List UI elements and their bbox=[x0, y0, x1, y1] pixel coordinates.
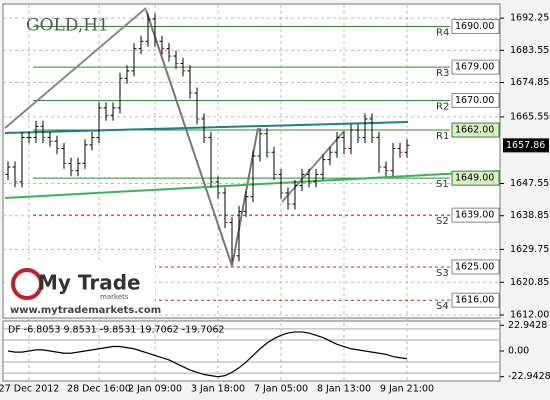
level-box bbox=[451, 259, 500, 275]
level-box bbox=[451, 92, 500, 108]
y-tick-label: 1647.55 bbox=[510, 178, 549, 189]
logo-sub: markets bbox=[100, 293, 129, 301]
level-label: 1625.00 bbox=[455, 261, 494, 272]
indicator-line bbox=[7, 331, 408, 378]
level-name: R2 bbox=[436, 101, 449, 112]
level-name: S2 bbox=[436, 216, 449, 227]
y-tick-label: 1683.55 bbox=[510, 45, 549, 56]
x-tick-label: 3 Jan 18:00 bbox=[191, 384, 245, 395]
level-label: 1639.00 bbox=[455, 210, 494, 221]
x-tick-label: 2 Jan 09:00 bbox=[128, 384, 182, 395]
level-name: S4 bbox=[436, 301, 449, 312]
x-tick-label: 7 Jan 05:00 bbox=[254, 384, 308, 395]
x-tick-label: 28 Dec 16:00 bbox=[67, 384, 131, 395]
bars bbox=[5, 13, 410, 262]
level-label: 1649.00 bbox=[455, 173, 494, 184]
y-tick-label: 1629.75 bbox=[510, 244, 549, 255]
logo-mark bbox=[11, 268, 43, 300]
trend-line bbox=[231, 127, 259, 267]
y-tick-label: 1620.85 bbox=[510, 277, 549, 288]
y-tick-label: 1612.00 bbox=[510, 310, 549, 321]
level-label: 1690.00 bbox=[455, 21, 494, 32]
level-label: 1670.00 bbox=[455, 95, 494, 106]
logo-url: www.mytrademarkets.com bbox=[10, 305, 161, 316]
level-box bbox=[451, 122, 500, 138]
indicator-tick-label: 22.9428 bbox=[508, 320, 547, 331]
logo: My Trade markets www.mytrademarkets.com bbox=[5, 262, 161, 316]
level-name: R3 bbox=[436, 68, 449, 79]
trend-line bbox=[4, 7, 147, 129]
level-box bbox=[451, 59, 500, 75]
x-tick-label: 8 Jan 13:00 bbox=[317, 384, 371, 395]
level-label: 1616.00 bbox=[455, 295, 494, 306]
grid bbox=[3, 5, 500, 381]
level-name: R4 bbox=[436, 27, 449, 38]
x-tick-label: 9 Jan 21:00 bbox=[380, 384, 434, 395]
y-tick-label: 1665.55 bbox=[510, 111, 549, 122]
level-label: 1679.00 bbox=[455, 62, 494, 73]
trend-line bbox=[4, 121, 409, 134]
y-tick-label: 1692.25 bbox=[510, 13, 549, 24]
indicator-tick-label: 0.00 bbox=[508, 346, 529, 357]
level-box bbox=[451, 207, 500, 223]
chart-title: GOLD,H1 bbox=[26, 16, 109, 36]
level-box bbox=[451, 292, 500, 308]
level-box bbox=[451, 170, 500, 186]
trend-line bbox=[281, 129, 346, 203]
last-price-label: 1657.86 bbox=[506, 140, 545, 151]
trend-lines bbox=[4, 7, 501, 267]
indicator bbox=[3, 328, 500, 378]
level-name: S1 bbox=[436, 179, 449, 190]
trend-line bbox=[145, 9, 233, 267]
indicator-header: DF -6.8053 9.8531 -9.8531 19.7062 -19.70… bbox=[8, 325, 224, 336]
y-tick-label: 1674.85 bbox=[510, 77, 549, 88]
indicator-tick-label: -22.9428 bbox=[508, 371, 550, 382]
y-tick-label: 1638.85 bbox=[510, 210, 549, 221]
level-name: R1 bbox=[436, 131, 449, 142]
last-price-box bbox=[503, 138, 549, 153]
logo-name: My Trade bbox=[38, 271, 141, 295]
level-box bbox=[451, 18, 500, 34]
level-label: 1662.00 bbox=[455, 125, 494, 136]
level-name: S3 bbox=[436, 268, 449, 279]
x-tick-label: 27 Dec 2012 bbox=[0, 384, 59, 395]
